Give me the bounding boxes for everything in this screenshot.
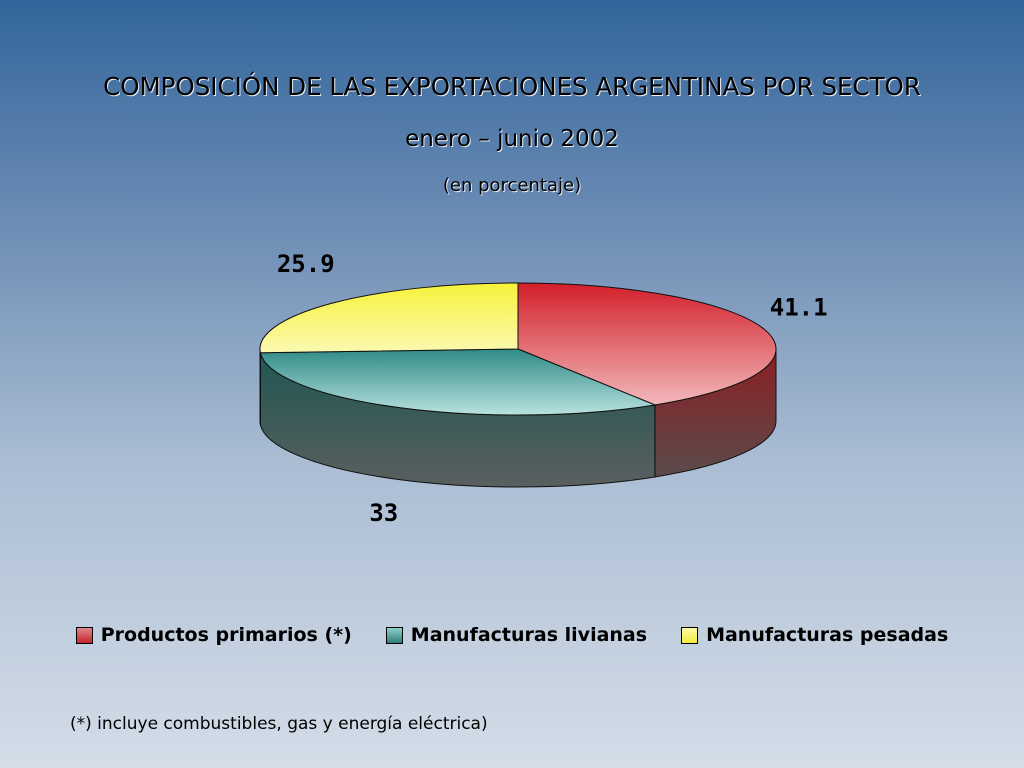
pie-slice-primarios (517, 282, 777, 406)
chart-title: COMPOSICIÓN DE LAS EXPORTACIONES ARGENTI… (103, 72, 921, 101)
pie-slice-livianas (259, 348, 657, 416)
pie-slice-pesadas (259, 282, 519, 354)
pie-chart: 41.1 33 25.9 (259, 250, 828, 527)
legend-label-livianas: Manufacturas livianas (410, 624, 648, 646)
footnote: (*) incluye combustibles, gas y energía … (70, 714, 488, 734)
legend-item-pesadas: Manufacturas pesadas (681, 624, 948, 646)
legend-swatch-primarios (75, 626, 93, 644)
legend-swatch-livianas (385, 626, 403, 644)
legend-item-primarios: Productos primarios (*) (75, 624, 352, 646)
chart-subtitle: enero – junio 2002 (405, 126, 619, 152)
legend-item-livianas: Manufacturas livianas (385, 624, 648, 646)
pie-value-label-primarios: 41.1 (770, 294, 828, 322)
legend-label-pesadas: Manufacturas pesadas (706, 624, 949, 646)
pie-value-label-pesadas: 25.9 (277, 250, 335, 278)
legend-swatch-pesadas (681, 626, 699, 644)
legend-label-primarios: Productos primarios (*) (100, 624, 352, 646)
chart-unit-label: (en porcentaje) (442, 175, 582, 196)
pie-value-label-livianas: 33 (369, 499, 398, 527)
chart-legend: Productos primarios (*) Manufacturas liv… (0, 624, 1024, 646)
